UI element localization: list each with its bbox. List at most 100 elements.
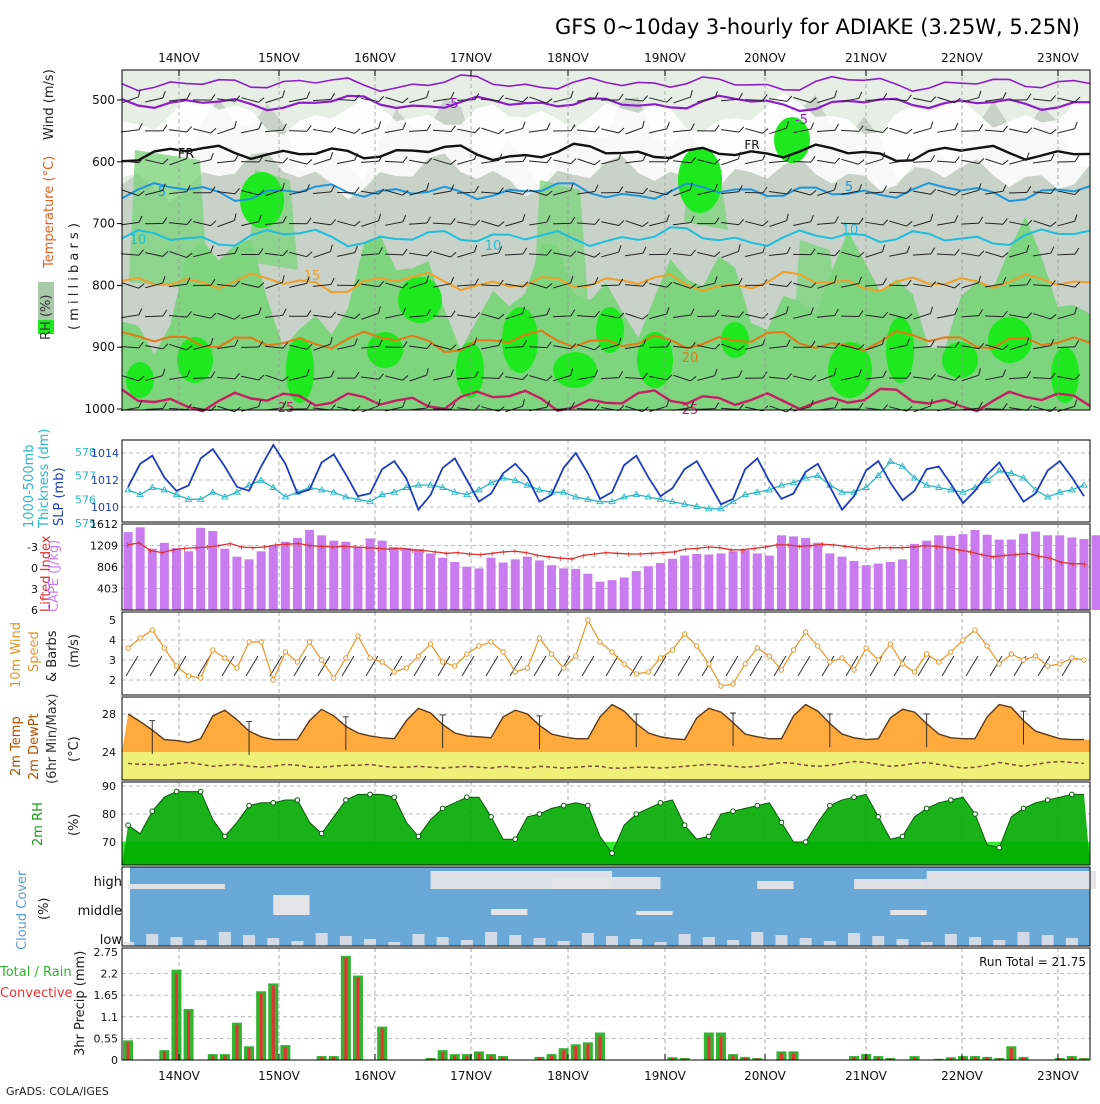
- li-tick-label: -3: [27, 541, 38, 554]
- li-point: +: [307, 542, 314, 551]
- cape-tick-label: 806: [97, 561, 118, 574]
- cape-bar: [535, 560, 544, 610]
- wind-speed-point: [380, 660, 384, 664]
- cape-bar: [523, 557, 532, 610]
- li-point: +: [386, 545, 393, 554]
- wind-speed-point: [985, 644, 989, 648]
- day-label-top: 16NOV: [354, 51, 396, 65]
- li-point: +: [1035, 552, 1042, 561]
- li-point: +: [477, 551, 484, 560]
- temp-ylabel-4: (°C): [67, 736, 82, 762]
- li-point: +: [215, 542, 222, 551]
- rh-bright-cell: [553, 352, 597, 388]
- wind-speed-point: [997, 662, 1001, 666]
- wind-speed-point: [803, 630, 807, 634]
- wind-speed-point: [525, 666, 529, 670]
- barb-shaft: [1057, 254, 1075, 255]
- barb-shaft: [553, 223, 571, 224]
- precip-conv-bar: [562, 1050, 565, 1060]
- li-point: +: [1013, 551, 1020, 560]
- isotherm-label: 10: [130, 233, 147, 248]
- precip-conv-bar: [441, 1052, 444, 1060]
- li-point: +: [272, 541, 279, 550]
- li-point: +: [546, 553, 553, 562]
- rh-point: [682, 823, 687, 828]
- day-label-top: 19NOV: [644, 51, 686, 65]
- day-label-bottom: 15NOV: [258, 1069, 300, 1083]
- cloud-low-block: [800, 938, 812, 946]
- cape-bar: [971, 530, 980, 610]
- rh-point: [271, 801, 276, 806]
- rh-point: [198, 789, 203, 794]
- rh-point: [779, 820, 784, 825]
- li-point: +: [170, 546, 177, 555]
- li-point: +: [751, 544, 758, 553]
- cloud-low-block: [775, 935, 787, 946]
- cape-bar: [680, 556, 689, 610]
- cloud-high-block: [128, 884, 225, 889]
- wind-ylabel-2: Speed: [27, 631, 42, 672]
- cape-tick-label: 1209: [90, 540, 118, 553]
- cloud-low-block: [896, 939, 908, 946]
- cloud-low-block: [824, 941, 836, 946]
- cape-bar: [547, 565, 556, 610]
- wind-speed-point: [755, 646, 759, 650]
- upper-ylabel-wind: Wind (m/s): [42, 69, 57, 140]
- precip-conv-bar: [284, 1047, 287, 1060]
- isotherm-label: 10: [842, 223, 859, 238]
- day-label-bottom: 23NOV: [1037, 1069, 1079, 1083]
- cloud-low-block: [993, 940, 1005, 946]
- precip-conv-bar: [453, 1055, 456, 1060]
- li-point: +: [295, 540, 302, 549]
- rh-point: [150, 809, 155, 814]
- wind-speed-point: [852, 668, 856, 672]
- cape-bar: [656, 563, 665, 610]
- precip-conv-bar: [175, 974, 178, 1060]
- li-point: +: [227, 540, 234, 549]
- cloud-low-block: [364, 939, 376, 946]
- upper-air-panel: -5FR510152025-5FR51010255006007008009001…: [38, 70, 1090, 418]
- li-point: +: [660, 549, 667, 558]
- cape-bar: [922, 541, 931, 610]
- wind-speed-point: [1021, 658, 1025, 662]
- li-point: +: [523, 549, 530, 558]
- rh-point: [392, 795, 397, 800]
- isotherm-label: 5: [158, 185, 166, 200]
- cloud-low-block: [388, 942, 400, 946]
- precip-conv-bar: [707, 1036, 710, 1060]
- wind-speed-point: [392, 670, 396, 674]
- li-point: +: [466, 550, 473, 559]
- cloud-low-block: [340, 936, 352, 946]
- wind-ylabel-3: & Barbs: [45, 630, 60, 682]
- rh-point: [610, 851, 615, 856]
- cape-bar: [825, 553, 834, 610]
- rh-point: [852, 795, 857, 800]
- cape-bar: [813, 543, 822, 610]
- li-point: +: [648, 549, 655, 558]
- cape-tick-label: 403: [97, 583, 118, 596]
- barb-shaft: [961, 131, 979, 132]
- cape-bar: [232, 557, 241, 610]
- li-point: +: [284, 540, 291, 549]
- li-point: +: [899, 544, 906, 553]
- barb-shaft: [697, 409, 715, 410]
- li-point: +: [204, 543, 211, 552]
- wind-speed-point: [344, 656, 348, 660]
- wind-speed-point: [719, 684, 723, 688]
- wind-speed-point: [428, 642, 432, 646]
- wind-speed-point: [695, 644, 699, 648]
- cloud-label-low: low: [100, 933, 123, 948]
- li-point: +: [887, 544, 894, 553]
- precip-conv-bar: [780, 1053, 783, 1060]
- cloud-label-middle: middle: [78, 904, 122, 919]
- precip-conv-bar: [465, 1055, 468, 1060]
- rh-point: [489, 815, 494, 820]
- li-point: +: [159, 549, 166, 558]
- cape-bar: [1019, 534, 1028, 610]
- rh-point: [997, 845, 1002, 850]
- wind-speed-point: [404, 666, 408, 670]
- precip-tick-label: 1.1: [101, 1011, 119, 1024]
- slp-ylabel-slp: SLP (mb): [52, 467, 67, 526]
- cape-bar: [172, 548, 181, 610]
